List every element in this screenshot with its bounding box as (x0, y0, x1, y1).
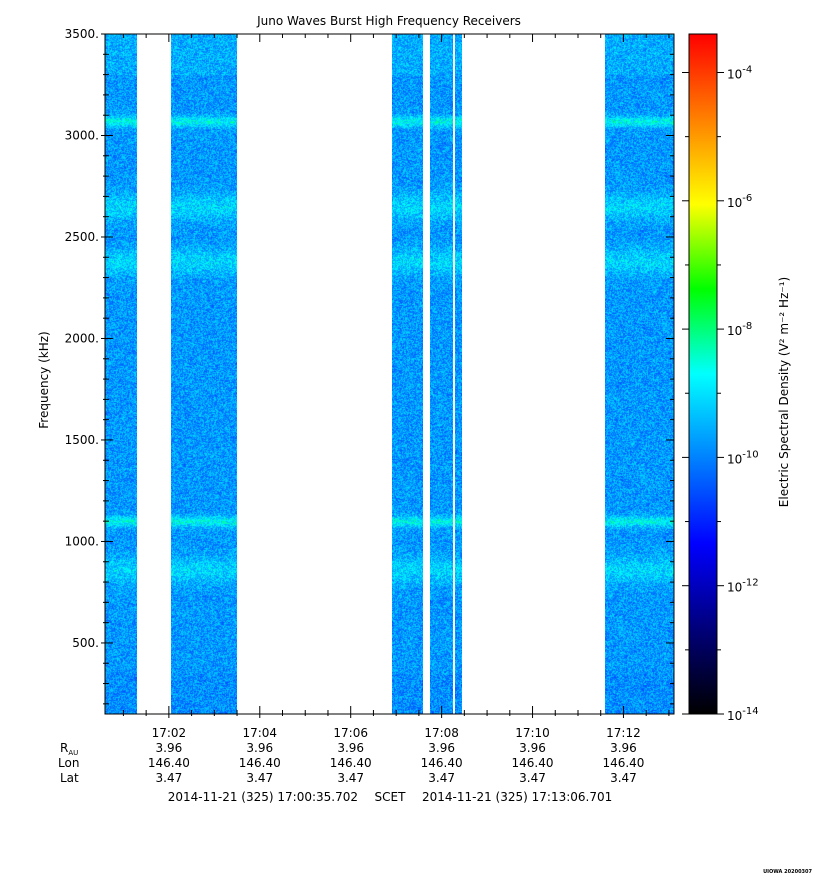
x-tick-label: 17:12 (606, 726, 641, 740)
y-tick-label: 2500. (65, 230, 99, 244)
ephemeris-lon-value: 146.40 (239, 756, 281, 770)
ephemeris-lat-value: 3.47 (519, 771, 546, 785)
ephemeris-r-value: 3.96 (246, 741, 273, 755)
colorbar-label: Electric Spectral Density (V² m⁻² Hz⁻¹) (777, 277, 791, 507)
x-tick-label: 17:10 (515, 726, 550, 740)
plot-area (105, 34, 674, 714)
colorbar-tick-label: 10-10 (727, 449, 759, 466)
ephemeris-lat-value: 3.47 (428, 771, 455, 785)
colorbar-tick-label: 10-8 (727, 321, 752, 338)
colorbar-tick-label: 10-6 (727, 193, 752, 210)
ephemeris-r-value: 3.96 (428, 741, 455, 755)
ephemeris-lon-value: 146.40 (148, 756, 190, 770)
x-tick-label: 17:08 (424, 726, 459, 740)
spectrogram-block-4 (430, 34, 453, 714)
x-axis: 17:02 17:04 17:06 17:08 17:10 17:12 (122, 34, 670, 740)
colorbar-tick-label: 10-14 (727, 706, 759, 723)
ephemeris-lon-value: 146.40 (512, 756, 554, 770)
colorbar-gradient (688, 33, 718, 715)
ephemeris-lat-value: 3.47 (156, 771, 183, 785)
ephemeris-r-value: 3.96 (610, 741, 637, 755)
credit-label: UIOWA 20200307 (763, 869, 812, 875)
ephemeris-label-lon: Lon (58, 756, 79, 770)
y-tick-label: 1000. (65, 534, 99, 548)
ephemeris-lat-value: 3.47 (610, 771, 637, 785)
ephemeris-r-value: 3.96 (156, 741, 183, 755)
x-tick-label: 17:04 (242, 726, 277, 740)
ephemeris-r-value: 3.96 (337, 741, 364, 755)
ephemeris-table: RAU Lon Lat 3.96 3.96 3.96 3.96 3.96 3.96146.… (58, 741, 644, 785)
time-range-end: 2014-11-21 (325) 17:13:06.701 (422, 790, 612, 804)
ephemeris-label-r: RAU (60, 741, 78, 757)
y-tick-label: 3500. (65, 27, 99, 41)
colorbar-tick-label: 10-12 (727, 578, 759, 595)
ephemeris-lat-value: 3.47 (337, 771, 364, 785)
spectrogram-block-5 (455, 34, 462, 714)
ephemeris-r-value: 3.96 (519, 741, 546, 755)
y-tick-label: 500. (72, 636, 99, 650)
y-tick-label: 2000. (65, 331, 99, 345)
ephemeris-lon-value: 146.40 (421, 756, 463, 770)
ephemeris-lon-value: 146.40 (602, 756, 644, 770)
colorbar: 10-14 10-12 10-10 10-8 10-6 10-4 (682, 33, 759, 723)
spectrogram-block-6 (605, 34, 674, 714)
ephemeris-lon-value: 146.40 (330, 756, 372, 770)
y-axis: 500. 1000. 1500. 2000. 2500. 3000. 3500. (65, 27, 674, 705)
spectrogram-block-2 (171, 34, 237, 714)
plot-frame (104, 33, 675, 715)
y-tick-label: 1500. (65, 433, 99, 447)
y-tick-label: 3000. (65, 128, 99, 142)
time-range-scet: SCET (375, 790, 407, 804)
chart-title: Juno Waves Burst High Frequency Receiver… (256, 14, 521, 28)
ephemeris-lat-value: 3.47 (246, 771, 273, 785)
colorbar-tick-label: 10-4 (727, 64, 752, 81)
spectrogram-block-3 (392, 34, 423, 714)
y-axis-label: Frequency (kHz) (37, 331, 51, 428)
spectrogram-block-1 (105, 34, 137, 714)
time-range-start: 2014-11-21 (325) 17:00:35.702 (168, 790, 358, 804)
x-tick-label: 17:02 (152, 726, 187, 740)
x-tick-label: 17:06 (333, 726, 368, 740)
ephemeris-label-lat: Lat (60, 771, 79, 785)
